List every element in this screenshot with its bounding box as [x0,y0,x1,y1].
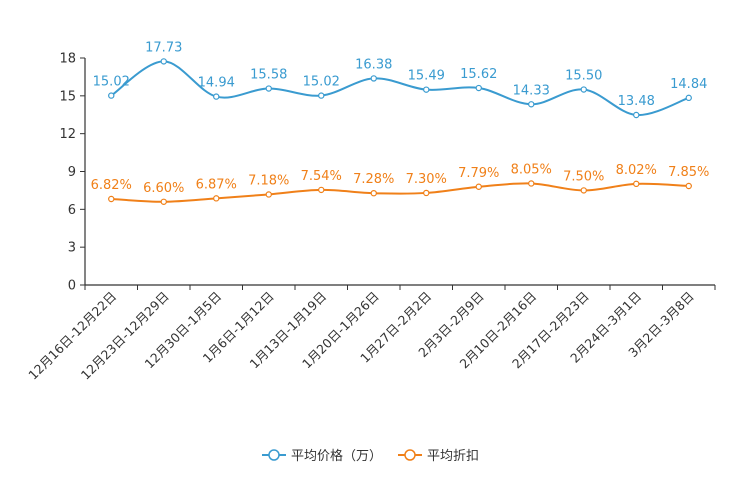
data-point[interactable] [318,92,325,99]
y-tick-label: 6 [68,203,76,218]
data-label: 15.58 [250,68,287,83]
data-point[interactable] [160,58,167,65]
legend-item-1[interactable]: 平均折扣 [398,449,479,464]
data-label: 14.84 [670,77,707,92]
data-label: 7.50% [563,169,604,184]
x-tick-label: 12月23日-12月29日 [78,289,172,383]
data-label: 15.49 [408,69,445,84]
legend-label: 平均价格（万） [291,448,382,464]
data-point[interactable] [160,198,167,205]
legend-item-0[interactable]: 平均价格（万） [262,448,382,464]
data-label: 15.02 [303,75,340,90]
data-label: 14.33 [513,83,550,98]
legend-marker-icon [268,449,280,461]
data-point[interactable] [633,111,640,119]
series-1: 6.82% 6.60% 6.87% 7.18% 7.54% 7.28% 7.30% 7.79%… [91,162,709,205]
data-label: 15.62 [460,67,497,82]
y-tick-label: 3 [68,241,76,256]
series-layer: 15.02 17.73 14.94 15.58 15.02 16.38 15.49 15.62… [91,40,709,205]
data-label: 6.87% [196,177,237,192]
axes: 036912151812月16日-12月22日12月23日-12月29日12月3… [25,52,716,383]
data-point[interactable] [580,187,587,194]
data-point[interactable] [685,182,692,190]
y-tick-label: 15 [59,89,76,104]
data-label: 6.82% [91,178,132,193]
data-label: 7.30% [406,172,447,187]
data-point[interactable] [528,101,535,108]
data-label: 7.18% [248,173,289,188]
data-label: 16.38 [355,57,392,72]
data-label: 7.85% [668,165,709,180]
y-tick-label: 9 [68,165,76,180]
data-point[interactable] [318,186,325,194]
y-tick-label: 0 [68,279,76,294]
y-tick-label: 18 [59,52,76,67]
data-label: 14.94 [198,76,235,91]
data-point[interactable] [265,85,272,92]
data-label: 15.02 [93,75,130,90]
data-point[interactable] [423,189,430,197]
data-label: 8.02% [616,163,657,178]
data-label: 7.28% [353,172,394,187]
data-point[interactable] [580,86,587,93]
legend: 平均价格（万） 平均折扣 [262,448,479,464]
data-label: 6.60% [143,181,184,196]
legend-label: 平均折扣 [427,449,479,464]
data-point[interactable] [370,75,377,82]
data-label: 8.05% [511,162,552,177]
data-point[interactable] [213,195,220,202]
legend-marker-icon [404,449,416,461]
y-tick-label: 12 [59,127,76,142]
data-point[interactable] [528,180,535,187]
data-point[interactable] [475,84,482,92]
data-label: 7.79% [458,166,499,181]
series-line [111,182,689,203]
data-point[interactable] [475,183,482,190]
data-label: 15.50 [565,69,602,84]
data-point[interactable] [370,189,377,197]
data-point[interactable] [108,92,115,99]
data-label: 7.54% [301,169,342,184]
series-0: 15.02 17.73 14.94 15.58 15.02 16.38 15.49 15.62… [93,40,707,119]
data-point[interactable] [423,86,430,93]
data-point[interactable] [265,191,272,198]
data-label: 13.48 [618,94,655,109]
data-point[interactable] [685,94,692,102]
data-label: 17.73 [145,40,182,55]
x-tick-label: 12月16日-12月22日 [25,289,119,383]
data-point[interactable] [108,195,115,203]
data-point[interactable] [633,180,640,188]
data-point[interactable] [213,93,220,100]
